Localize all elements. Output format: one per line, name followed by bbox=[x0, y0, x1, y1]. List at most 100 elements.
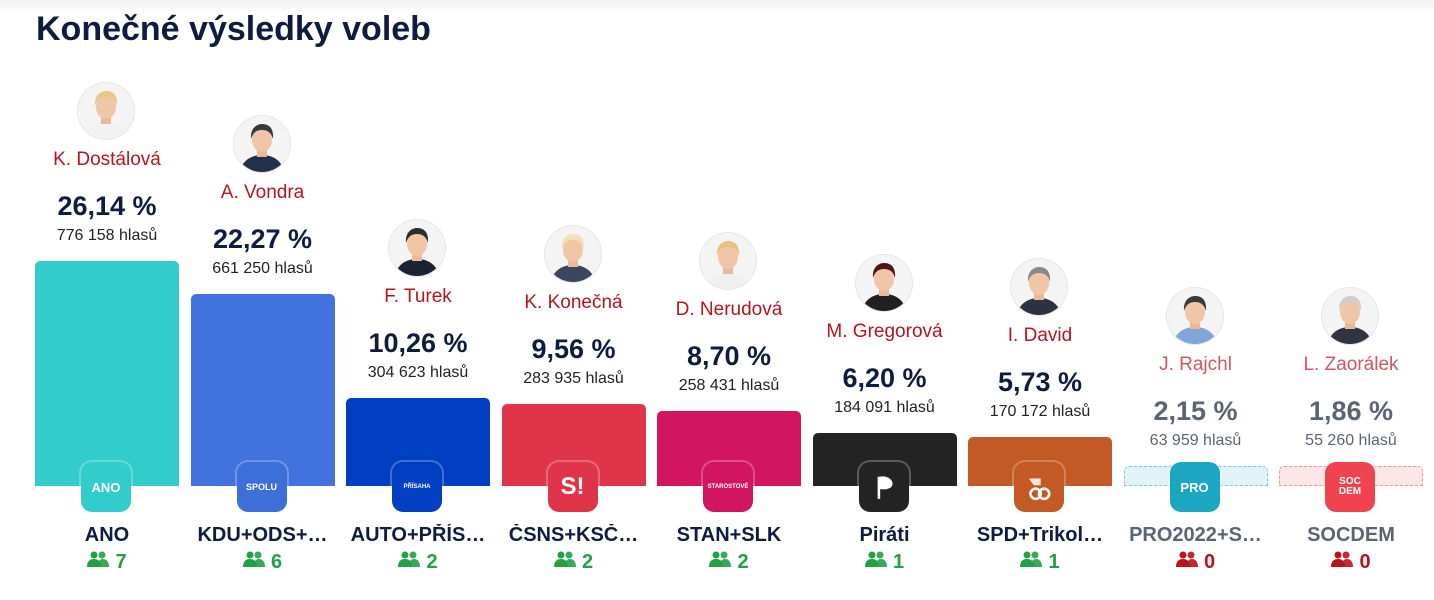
seats-value: 6 bbox=[270, 550, 283, 573]
stacilo-logo-icon: S! bbox=[547, 462, 598, 512]
party-column-4[interactable]: D. Nerudová 8,70 % 258 431 hlasů STAROSTOVÉ… bbox=[657, 0, 801, 600]
socdem-logo-icon: SOC DEM bbox=[1325, 462, 1375, 512]
seats-count: 0 bbox=[1279, 550, 1423, 574]
seats-icon bbox=[1020, 550, 1043, 574]
votes-label: 258 431 hlasů bbox=[678, 377, 780, 395]
rajchl-portrait-icon bbox=[1166, 288, 1223, 344]
party-column-2[interactable]: F. Turek 10,26 % 304 623 hlasů PŘÍSAHA AUTO+… bbox=[346, 0, 490, 600]
party-column-5[interactable]: M. Gregorová 6,20 % 184 091 hlasů Piráti 1 bbox=[812, 0, 957, 600]
logo-text: STAROSTOVÉ bbox=[707, 484, 749, 490]
percent-label: 2,15 % bbox=[1153, 396, 1238, 426]
votes-label: 170 172 hlasů bbox=[989, 402, 1091, 420]
party-name[interactable]: PRO2022+S… bbox=[1129, 524, 1262, 546]
seats-icon bbox=[709, 550, 732, 574]
party-column-8[interactable]: L. Zaorálek 1,86 % 55 260 hlasů SOC DEM SOCD… bbox=[1279, 0, 1423, 600]
pro-logo-icon: PRO bbox=[1169, 462, 1220, 512]
seats-count: 2 bbox=[346, 550, 490, 574]
logo-text: ANO bbox=[91, 479, 121, 495]
vondra-portrait-icon bbox=[233, 116, 290, 173]
candidate-name[interactable]: J. Rajchl bbox=[1159, 354, 1232, 375]
seats-icon bbox=[398, 550, 421, 574]
party-column-7[interactable]: J. Rajchl 2,15 % 63 959 hlasů PRO PRO2022+S…… bbox=[1123, 0, 1268, 600]
bar-0[interactable] bbox=[35, 261, 179, 486]
party-column-1[interactable]: A. Vondra 22,27 % 661 250 hlasů SPOLU KDU+OD… bbox=[190, 0, 335, 600]
logo-text: SPOLU bbox=[245, 481, 277, 492]
votes-label: 283 935 hlasů bbox=[523, 369, 624, 387]
spd-logo-icon bbox=[1014, 462, 1064, 512]
gregorova-portrait-icon bbox=[855, 254, 912, 311]
party-name[interactable]: SPD+Trikol… bbox=[976, 524, 1104, 546]
david-portrait-icon bbox=[1011, 258, 1067, 315]
seats-value: 2 bbox=[737, 550, 749, 573]
turek-portrait-icon bbox=[389, 219, 445, 276]
percent-label: 5,73 % bbox=[997, 366, 1083, 397]
logo-text: S! bbox=[560, 473, 585, 500]
candidate-name[interactable]: L. Zaorálek bbox=[1303, 354, 1399, 375]
party-name[interactable]: AUTO+PŘÍS… bbox=[350, 524, 486, 546]
party-column-3[interactable]: K. Konečná 9,56 % 283 935 hlasů S! ČSNS+KSČ…… bbox=[501, 0, 646, 600]
party-name[interactable]: ČSNS+KSČ… bbox=[508, 524, 639, 546]
bar-1[interactable] bbox=[190, 294, 335, 486]
logo-text: PŘÍSAHA bbox=[403, 484, 431, 490]
candidate-name[interactable]: K. Konečná bbox=[524, 291, 623, 313]
konecna-portrait-icon bbox=[544, 225, 601, 282]
ano-logo-icon: ANO bbox=[81, 462, 131, 512]
prisaha-logo-icon: PŘÍSAHA bbox=[392, 462, 442, 512]
party-name[interactable]: SOCDEM bbox=[1307, 524, 1395, 546]
seats-count: 6 bbox=[191, 550, 335, 574]
dostalova-portrait-icon bbox=[78, 83, 134, 140]
seats-value: 1 bbox=[1048, 550, 1060, 573]
seats-value: 2 bbox=[426, 550, 438, 573]
seats-count: 2 bbox=[657, 550, 801, 574]
party-name[interactable]: ANO bbox=[84, 524, 130, 546]
seats-icon bbox=[864, 550, 887, 574]
seats-icon bbox=[1331, 550, 1354, 574]
zaoralek-portrait-icon bbox=[1322, 288, 1378, 344]
percent-label: 26,14 % bbox=[57, 191, 157, 222]
seats-icon bbox=[87, 550, 110, 574]
votes-label: 63 959 hlasů bbox=[1149, 432, 1242, 449]
logo-text: PRO bbox=[1180, 479, 1209, 495]
candidate-name[interactable]: A. Vondra bbox=[220, 182, 305, 204]
party-column-6[interactable]: I. David 5,73 % 170 172 hlasů SPD+Trikol… 1 bbox=[968, 0, 1112, 600]
seats-count: 0 bbox=[1124, 550, 1268, 574]
candidate-name[interactable]: F. Turek bbox=[384, 285, 452, 307]
party-name[interactable]: Piráti bbox=[859, 524, 910, 546]
percent-label: 10,26 % bbox=[368, 327, 468, 358]
seats-count: 2 bbox=[502, 550, 646, 574]
logo-text: SOC DEM bbox=[1338, 476, 1362, 497]
page-title: Konečné výsledky voleb bbox=[36, 10, 431, 48]
candidate-name[interactable]: I. David bbox=[1007, 324, 1073, 346]
percent-label: 22,27 % bbox=[212, 224, 313, 255]
votes-label: 55 260 hlasů bbox=[1305, 432, 1397, 449]
seats-icon bbox=[553, 550, 576, 574]
seats-value: 0 bbox=[1359, 550, 1371, 573]
party-name[interactable]: STAN+SLK bbox=[676, 524, 782, 546]
seats-count: 7 bbox=[35, 550, 179, 574]
percent-label: 6,20 % bbox=[842, 362, 927, 393]
party-name[interactable]: KDU+ODS+… bbox=[197, 524, 328, 546]
votes-label: 184 091 hlasů bbox=[834, 398, 935, 416]
votes-label: 661 250 hlasů bbox=[212, 260, 313, 278]
candidate-name[interactable]: K. Dostálová bbox=[53, 149, 161, 171]
seats-value: 2 bbox=[581, 550, 594, 573]
party-column-0[interactable]: K. Dostálová 26,14 % 776 158 hlasů ANO ANO 7 bbox=[35, 0, 179, 600]
seats-icon bbox=[242, 550, 265, 574]
percent-label: 8,70 % bbox=[686, 341, 772, 372]
percent-label: 1,86 % bbox=[1308, 396, 1394, 426]
candidate-name[interactable]: D. Nerudová bbox=[675, 299, 783, 321]
top-shade bbox=[0, 0, 1434, 14]
seats-value: 7 bbox=[115, 550, 127, 573]
pirate-flag-logo-icon bbox=[858, 462, 909, 512]
candidate-name[interactable]: M. Gregorová bbox=[826, 320, 943, 342]
seats-value: 0 bbox=[1203, 550, 1216, 573]
percent-label: 9,56 % bbox=[531, 333, 616, 364]
votes-label: 776 158 hlasů bbox=[56, 227, 158, 245]
votes-label: 304 623 hlasů bbox=[367, 363, 469, 381]
seats-count: 1 bbox=[813, 550, 957, 574]
spolu-logo-icon: SPOLU bbox=[236, 462, 287, 512]
seats-count: 1 bbox=[968, 550, 1112, 574]
nerudova-portrait-icon bbox=[700, 233, 756, 290]
seats-icon bbox=[1175, 550, 1198, 574]
seats-value: 1 bbox=[892, 550, 905, 573]
